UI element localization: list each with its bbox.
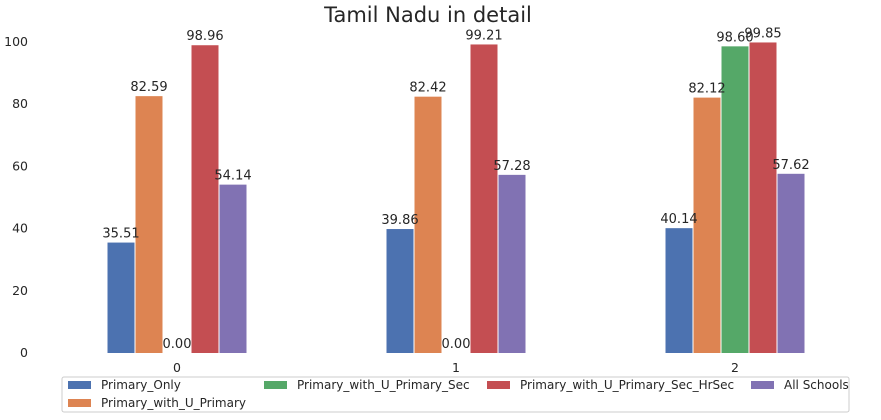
bar [219,184,247,353]
bar-value-label: 82.59 [130,80,167,95]
legend-swatch [487,381,510,389]
legend-swatch [751,381,774,389]
bar [135,96,163,353]
y-tick-label: 20 [12,283,28,298]
chart-title: Tamil Nadu in detail [323,3,532,27]
bar [107,242,135,353]
bar [386,229,414,353]
legend-label: Primary_with_U_Primary_Sec [297,378,470,392]
bar-value-label: 98.60 [716,30,753,45]
legend-swatch [68,381,91,389]
bar-value-label: 40.14 [660,212,697,227]
bar [470,44,498,353]
bars-group [107,42,805,354]
legend-frame [61,376,850,413]
y-tick-label: 60 [12,158,28,173]
bar-value-label: 82.12 [688,82,725,97]
bar-value-label: 57.28 [493,159,530,174]
bar [191,45,219,353]
bar [414,96,442,353]
y-tick-label: 0 [20,345,28,360]
bar-value-label: 98.96 [186,29,223,44]
legend-label: Primary_with_U_Primary [101,396,246,410]
legend: Primary_Only Primary_with_U_Primary Primar… [61,376,850,413]
bar [665,228,693,353]
legend-label: All Schools [784,378,849,392]
x-tick-label: 1 [452,360,460,375]
bar [749,42,777,354]
bar-value-label: 82.42 [409,81,446,96]
bar-value-label: 39.86 [381,213,418,228]
bar-value-label: 99.85 [744,26,781,41]
bar-value-label: 99.21 [465,28,502,43]
bar-value-label: 57.62 [772,158,809,173]
bar-value-label: 54.14 [214,169,251,184]
bar [498,174,526,353]
value-labels-group: 35.51 82.59 0.00 98.96 54.14 39.86 82.42 0.00 99… [102,26,809,352]
legend-swatch [68,399,91,407]
legend-label: Primary_Only [101,378,181,392]
bar-value-label: 35.51 [102,227,139,242]
x-tick-label: 2 [731,360,739,375]
bar [693,97,721,353]
y-axis-ticks: 0 20 40 60 80 100 [4,34,28,360]
bar-value-label: 0.00 [163,337,192,352]
y-tick-label: 80 [12,96,28,111]
bar-value-label: 0.00 [442,337,471,352]
y-tick-label: 100 [4,34,28,49]
legend-label: Primary_with_U_Primary_Sec_HrSec [520,378,734,392]
legend-swatch [264,381,287,389]
x-axis-ticks: 0 1 2 [173,360,739,375]
y-tick-label: 40 [12,221,28,236]
bar [721,46,749,353]
x-tick-label: 0 [173,360,181,375]
bar [777,173,805,353]
